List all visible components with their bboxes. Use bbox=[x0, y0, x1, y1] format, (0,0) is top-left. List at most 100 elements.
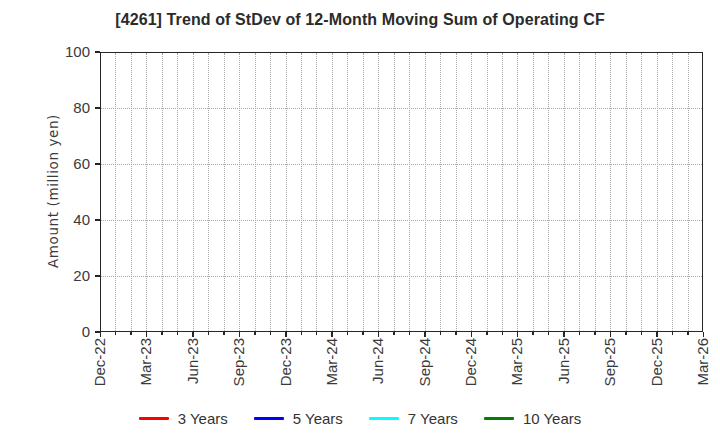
x-tick-mark bbox=[115, 332, 117, 335]
y-gridline bbox=[101, 276, 702, 277]
x-tick-mark bbox=[625, 332, 627, 335]
x-tick-mark bbox=[502, 332, 504, 335]
y-tick-label: 20 bbox=[58, 268, 90, 284]
x-gridline bbox=[471, 53, 472, 331]
x-gridline bbox=[409, 53, 410, 331]
x-tick-mark bbox=[208, 332, 210, 335]
y-gridline bbox=[101, 164, 702, 165]
x-gridline bbox=[610, 53, 611, 331]
x-gridline bbox=[239, 53, 240, 331]
y-axis-label: Amount (million yen) bbox=[45, 91, 61, 291]
x-gridline bbox=[131, 53, 132, 331]
x-gridline bbox=[579, 53, 580, 331]
x-tick-mark bbox=[672, 332, 674, 335]
x-tick-mark bbox=[471, 332, 473, 337]
x-tick-mark bbox=[316, 332, 318, 335]
x-gridline bbox=[595, 53, 596, 331]
x-gridline bbox=[332, 53, 333, 331]
legend-line-swatch bbox=[369, 417, 399, 420]
x-tick-mark bbox=[347, 332, 349, 335]
legend-item-7-years: 7 Years bbox=[369, 410, 458, 427]
x-gridline bbox=[440, 53, 441, 331]
y-gridline bbox=[101, 220, 702, 221]
x-tick-mark bbox=[100, 332, 102, 337]
legend-item-5-years: 5 Years bbox=[254, 410, 343, 427]
y-tick-label: 100 bbox=[58, 44, 90, 60]
x-tick-mark bbox=[161, 332, 163, 335]
legend-label: 7 Years bbox=[408, 410, 458, 427]
x-tick-label: Dec-25 bbox=[648, 338, 665, 386]
x-gridline bbox=[517, 53, 518, 331]
y-tick-mark bbox=[95, 107, 100, 109]
legend-label: 5 Years bbox=[293, 410, 343, 427]
y-gridline bbox=[101, 108, 702, 109]
y-tick-mark bbox=[95, 219, 100, 221]
legend-line-swatch bbox=[484, 417, 514, 420]
x-gridline bbox=[502, 53, 503, 331]
x-gridline bbox=[286, 53, 287, 331]
x-gridline bbox=[626, 53, 627, 331]
x-gridline bbox=[672, 53, 673, 331]
x-gridline bbox=[564, 53, 565, 331]
x-gridline bbox=[533, 53, 534, 331]
x-tick-mark bbox=[424, 332, 426, 337]
legend-item-3-years: 3 Years bbox=[139, 410, 228, 427]
legend-label: 10 Years bbox=[523, 410, 581, 427]
x-tick-mark bbox=[239, 332, 241, 337]
x-tick-label: Jun-24 bbox=[370, 338, 387, 384]
x-gridline bbox=[394, 53, 395, 331]
x-tick-mark bbox=[409, 332, 411, 335]
x-gridline bbox=[146, 53, 147, 331]
y-tick-mark bbox=[95, 163, 100, 165]
plot-area bbox=[100, 52, 703, 332]
x-tick-mark bbox=[285, 332, 287, 337]
chart-figure: [4261] Trend of StDev of 12-Month Moving… bbox=[0, 0, 720, 440]
x-tick-label: Mar-26 bbox=[695, 338, 712, 386]
x-tick-label: Jun-25 bbox=[556, 338, 573, 384]
x-tick-mark bbox=[703, 332, 705, 337]
x-gridline bbox=[657, 53, 658, 331]
x-gridline bbox=[162, 53, 163, 331]
chart-title: [4261] Trend of StDev of 12-Month Moving… bbox=[0, 11, 720, 29]
x-tick-mark bbox=[532, 332, 534, 335]
x-tick-mark bbox=[440, 332, 442, 335]
x-tick-label: Dec-22 bbox=[92, 338, 109, 386]
x-tick-label: Dec-24 bbox=[463, 338, 480, 386]
x-tick-label: Sep-24 bbox=[416, 338, 433, 386]
x-gridline bbox=[316, 53, 317, 331]
x-tick-mark bbox=[146, 332, 148, 337]
x-tick-mark bbox=[486, 332, 488, 335]
x-tick-mark bbox=[579, 332, 581, 335]
y-tick-label: 0 bbox=[58, 324, 90, 340]
x-gridline bbox=[193, 53, 194, 331]
x-tick-mark bbox=[362, 332, 364, 335]
x-gridline bbox=[347, 53, 348, 331]
legend: 3 Years 5 Years 7 Years 10 Years bbox=[0, 403, 720, 433]
x-tick-mark bbox=[331, 332, 333, 337]
x-tick-label: Dec-23 bbox=[277, 338, 294, 386]
x-gridline bbox=[270, 53, 271, 331]
x-tick-mark bbox=[641, 332, 643, 335]
x-gridline bbox=[456, 53, 457, 331]
y-tick-mark bbox=[95, 275, 100, 277]
x-gridline bbox=[425, 53, 426, 331]
legend-line-swatch bbox=[254, 417, 284, 420]
x-gridline bbox=[641, 53, 642, 331]
legend-label: 3 Years bbox=[178, 410, 228, 427]
y-tick-label: 80 bbox=[58, 100, 90, 116]
x-gridline bbox=[301, 53, 302, 331]
x-tick-mark bbox=[378, 332, 380, 337]
x-gridline bbox=[487, 53, 488, 331]
x-tick-mark bbox=[563, 332, 565, 337]
x-tick-mark bbox=[610, 332, 612, 337]
x-gridline bbox=[548, 53, 549, 331]
x-gridline bbox=[688, 53, 689, 331]
x-gridline bbox=[224, 53, 225, 331]
x-gridline bbox=[208, 53, 209, 331]
x-gridline bbox=[255, 53, 256, 331]
y-tick-mark bbox=[95, 51, 100, 53]
x-tick-mark bbox=[656, 332, 658, 337]
x-tick-label: Mar-23 bbox=[138, 338, 155, 386]
x-tick-mark bbox=[548, 332, 550, 335]
x-tick-mark bbox=[301, 332, 303, 335]
